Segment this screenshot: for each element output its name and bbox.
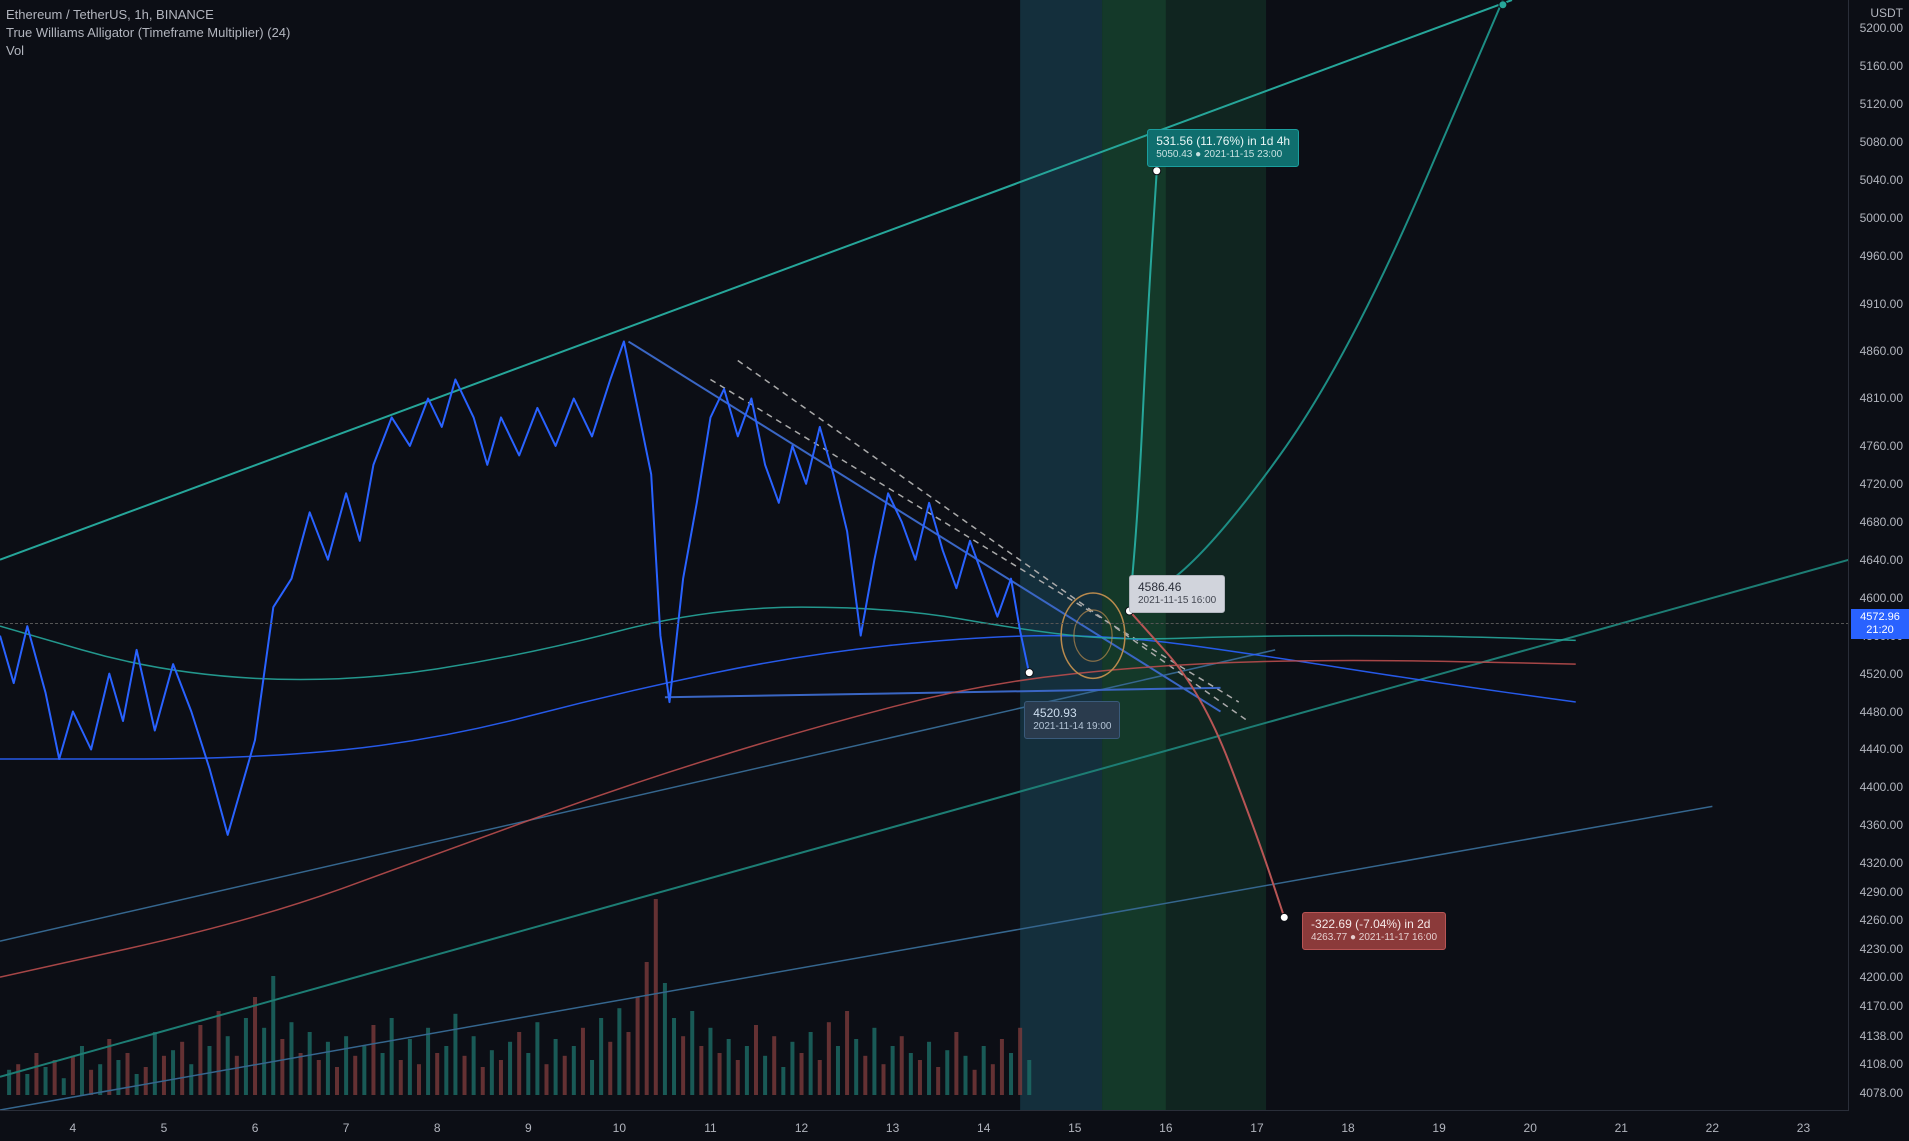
x-tick-label: 6 [252, 1121, 259, 1135]
entry-callout[interactable]: 4586.46 2021-11-15 16:00 [1129, 575, 1225, 613]
x-tick-label: 22 [1706, 1121, 1719, 1135]
y-tick-label: 4860.00 [1860, 344, 1903, 358]
long-target-l1: 531.56 (11.76%) in 1d 4h [1156, 134, 1290, 148]
current-point-l1: 4520.93 [1033, 706, 1111, 720]
x-tick-label: 23 [1797, 1121, 1810, 1135]
current-price-time: 21:20 [1851, 624, 1909, 637]
entry-l2: 2021-11-15 16:00 [1138, 594, 1216, 608]
y-tick-label: 4200.00 [1860, 970, 1903, 984]
chart-canvas[interactable] [0, 0, 1849, 1110]
x-tick-label: 9 [525, 1121, 532, 1135]
symbol-line: Ethereum / TetherUS, 1h, BINANCE [6, 6, 290, 24]
y-axis[interactable]: USDT 5200.00 5160.00 5120.00 5080.00 5040.00… [1848, 0, 1909, 1110]
y-tick-label: 4170.00 [1860, 999, 1903, 1013]
indicator-line: True Williams Alligator (Timeframe Multi… [6, 24, 290, 42]
current-point-callout[interactable]: 4520.93 2021-11-14 19:00 [1024, 701, 1120, 739]
y-tick-label: 4760.00 [1860, 439, 1903, 453]
short-target-callout[interactable]: -322.69 (-7.04%) in 2d 4263.77 ● 2021-11… [1302, 912, 1446, 950]
y-tick-label: 4108.00 [1860, 1057, 1903, 1071]
y-tick-label: 5000.00 [1860, 211, 1903, 225]
x-tick-label: 8 [434, 1121, 441, 1135]
y-tick-label: 5120.00 [1860, 97, 1903, 111]
y-tick-label: 5080.00 [1860, 135, 1903, 149]
y-tick-label: 4290.00 [1860, 885, 1903, 899]
x-tick-label: 17 [1250, 1121, 1263, 1135]
x-tick-label: 5 [161, 1121, 168, 1135]
y-tick-label: 4230.00 [1860, 942, 1903, 956]
y-tick-label: 4260.00 [1860, 913, 1903, 927]
current-price-tag: 4572.96 21:20 [1851, 609, 1909, 639]
current-price-value: 4572.96 [1851, 611, 1909, 624]
y-tick-label: 4400.00 [1860, 780, 1903, 794]
long-target-l2: 5050.43 ● 2021-11-15 23:00 [1156, 148, 1290, 162]
short-target-l2: 4263.77 ● 2021-11-17 16:00 [1311, 931, 1437, 945]
current-point-l2: 2021-11-14 19:00 [1033, 720, 1111, 734]
y-tick-label: 4810.00 [1860, 391, 1903, 405]
y-tick-label: 4078.00 [1860, 1086, 1903, 1100]
y-tick-label: 4480.00 [1860, 705, 1903, 719]
x-tick-label: 14 [977, 1121, 990, 1135]
short-target-l1: -322.69 (-7.04%) in 2d [1311, 917, 1437, 931]
x-tick-label: 15 [1068, 1121, 1081, 1135]
x-tick-label: 18 [1341, 1121, 1354, 1135]
y-tick-label: 4680.00 [1860, 515, 1903, 529]
current-price-line [0, 623, 1849, 624]
chart-header: Ethereum / TetherUS, 1h, BINANCE True Wi… [6, 6, 290, 60]
y-tick-label: 4440.00 [1860, 742, 1903, 756]
y-tick-label: 4320.00 [1860, 856, 1903, 870]
long-target-callout[interactable]: 531.56 (11.76%) in 1d 4h 5050.43 ● 2021-… [1147, 129, 1299, 167]
x-tick-label: 19 [1432, 1121, 1445, 1135]
x-tick-label: 13 [886, 1121, 899, 1135]
x-axis[interactable]: 4 5 6 7 8 9 10 11 12 13 14 15 16 17 18 19 20 21 22 23 [0, 1110, 1849, 1141]
entry-l1: 4586.46 [1138, 580, 1216, 594]
x-tick-label: 16 [1159, 1121, 1172, 1135]
x-tick-label: 21 [1615, 1121, 1628, 1135]
x-tick-label: 7 [343, 1121, 350, 1135]
y-tick-label: 4520.00 [1860, 667, 1903, 681]
y-tick-label: 4360.00 [1860, 818, 1903, 832]
y-tick-label: 4720.00 [1860, 477, 1903, 491]
x-tick-label: 10 [613, 1121, 626, 1135]
y-axis-unit: USDT [1870, 6, 1903, 20]
x-tick-label: 4 [70, 1121, 77, 1135]
y-tick-label: 4600.00 [1860, 591, 1903, 605]
x-tick-label: 20 [1524, 1121, 1537, 1135]
y-tick-label: 4910.00 [1860, 297, 1903, 311]
y-tick-label: 5200.00 [1860, 21, 1903, 35]
y-tick-label: 4640.00 [1860, 553, 1903, 567]
x-tick-label: 12 [795, 1121, 808, 1135]
y-tick-label: 4960.00 [1860, 249, 1903, 263]
volume-label: Vol [6, 42, 290, 60]
y-tick-label: 4138.00 [1860, 1029, 1903, 1043]
y-tick-label: 5160.00 [1860, 59, 1903, 73]
y-tick-label: 5040.00 [1860, 173, 1903, 187]
x-tick-label: 11 [704, 1121, 716, 1135]
